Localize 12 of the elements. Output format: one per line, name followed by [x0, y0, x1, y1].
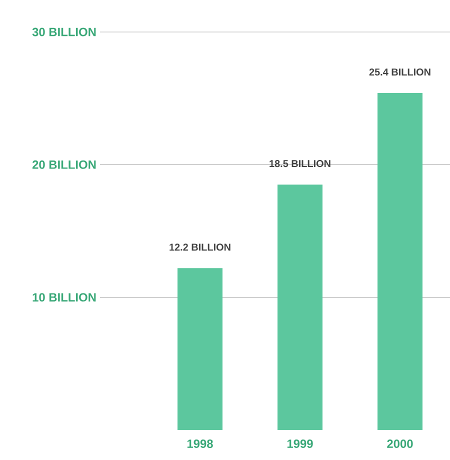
bar — [378, 93, 422, 430]
y-tick-label: 30 BILLION — [32, 28, 96, 36]
y-tick-label: 10 BILLION — [32, 293, 96, 302]
x-tick-label: 1999 — [287, 440, 313, 448]
data-label: 18.5 BILLION — [270, 160, 330, 168]
bar — [178, 268, 222, 430]
bar — [278, 184, 322, 430]
x-tick-label: 2000 — [387, 440, 413, 448]
data-label: 25.4 BILLION — [369, 68, 430, 76]
y-tick-label: 20 BILLION — [32, 160, 96, 169]
data-label: 12.2 BILLION — [170, 244, 230, 251]
x-tick-label: 1998 — [187, 440, 213, 448]
